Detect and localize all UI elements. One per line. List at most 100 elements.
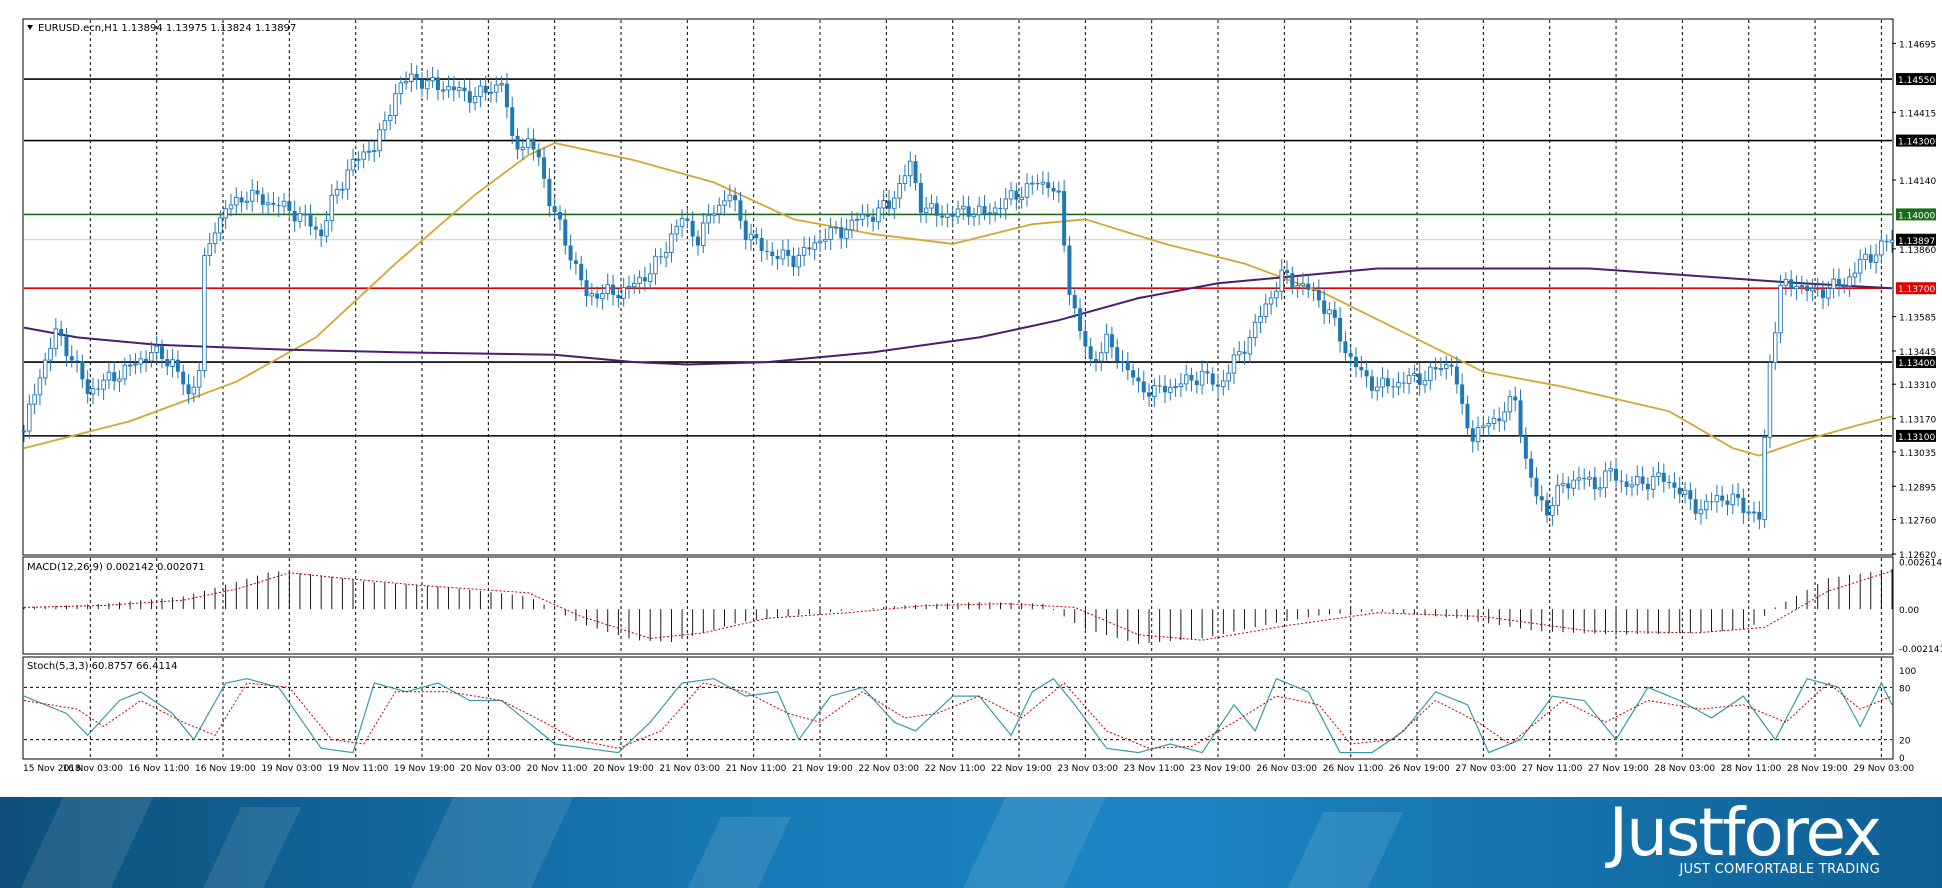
time-label: 29 Nov 03:00 [1853,764,1914,774]
candle-body-bear [1109,334,1114,348]
stoch-panel-frame [22,656,1894,760]
candle-body-bull [1486,422,1491,427]
candle-body-bull [1428,366,1433,381]
candle-body-bull [1263,303,1269,317]
candle-body-bear [584,280,589,297]
price-axis: 1.14550 1.14300 1.14000 1.13897 1.13700 1.134… [1892,40,1936,561]
macd-tick-label: 0.002614 [1899,559,1942,569]
macd-panel-frame [22,556,1894,655]
candle-body-bear [1216,384,1221,387]
time-label: 16 Nov 19:00 [195,764,256,774]
price-tick-label: 1.13310 [1899,381,1936,391]
candle-body-bull [1491,417,1497,424]
candle-body-bear [1120,361,1125,363]
candle-body-bull [340,188,345,191]
candle-body-bull [324,220,329,237]
candle-body-bear [483,85,488,93]
candle-body-bull [1794,285,1799,290]
horizontal-levels [24,78,1892,437]
candle-body-bear [414,74,419,80]
candle-body-bull [377,129,382,152]
candle-body-bull [748,233,754,241]
candle-body-bull [1279,269,1284,292]
candle-body-bull [669,233,674,253]
candle-body-bull [823,238,828,242]
stoch-tick-label: 100 [1899,667,1916,677]
candle-body-bear [913,161,918,183]
candle-body-bull [844,229,849,239]
time-label: 28 Nov 19:00 [1787,764,1848,774]
candle-body-bull [1475,427,1481,443]
candle-body-bull [1762,436,1767,521]
candle-body-bear [573,260,578,264]
candle-body-bear [1518,400,1523,437]
time-label: 19 Nov 11:00 [328,764,389,774]
level-label: 1.13400 [1898,359,1935,369]
price-tick-label: 1.13170 [1899,416,1936,426]
candle-body-bull [1852,272,1858,278]
moving-average-slow [23,267,1893,366]
candle-body-bear [616,294,621,299]
candle-body-bear [1285,270,1290,274]
candle-body-bull [1199,370,1205,386]
time-label: 16 Nov 11:00 [129,764,190,774]
candle-body-bear [1401,382,1406,384]
candle-body-bull [488,91,494,94]
moving-averages [23,142,1893,457]
candle-body-bear [1369,376,1374,391]
candle-body-bull [1183,374,1189,385]
candle-body-bull [1178,383,1184,387]
candle-body-bear [1720,495,1725,501]
candle-body-bear [1497,418,1502,422]
candle-body-bull [1863,253,1868,261]
candle-body-bull [350,158,356,171]
candle-body-bear [754,234,759,238]
candle-body-bear [144,358,149,362]
candle-body-bull [1443,364,1449,369]
stoch-tick-label: 80 [1899,684,1911,694]
candle-body-bear [260,194,265,205]
candle-body-bear [1051,188,1056,192]
footer-banner: Justforex JUST COMFORTABLE TRADING [0,797,1942,888]
moving-average-fast [23,142,1893,457]
brand-logo: Justforex [1608,797,1882,871]
candle-body-bear [1391,386,1396,388]
candle-body-bull [218,217,223,234]
candle-body-bull [1056,190,1062,193]
candle-body-bull [605,284,611,295]
candle-body-bull [1704,500,1709,511]
candle-body-bull [632,282,637,288]
candle-body-bear [775,256,780,259]
candle-body-bull [621,287,626,299]
candle-body-bear [159,346,164,359]
candle-body-bear [1205,371,1210,374]
candle-body-bear [1805,285,1810,291]
candle-body-bull [1152,385,1157,398]
candle-body-bull [828,226,833,240]
candle-body-bull [1024,183,1030,198]
collapse-triangle-icon[interactable] [27,25,33,30]
candle-body-bear [1062,191,1067,246]
candle-body-bull [971,214,977,218]
candle-body-bear [685,218,690,221]
candle-body-bear [1523,436,1528,459]
candle-body-bull [902,175,908,184]
candle-body-bear [1157,385,1162,387]
price-panel-frame [22,18,1894,556]
candle-body-bull [382,120,388,131]
candle-body-bear [1194,380,1199,386]
candle-body-bear [1338,317,1343,342]
candle-body-bull [626,286,632,289]
time-label: 26 Nov 11:00 [1323,764,1384,774]
candle-body-bull [345,169,350,190]
stoch-tick-label: 0 [1899,754,1905,764]
candle-body-bear [1672,482,1677,488]
candle-body-bull [1555,484,1560,506]
candle-body-bear [303,213,308,216]
candle-body-bear [563,219,568,246]
price-tick-label: 1.12760 [1899,517,1936,527]
candle-body-bull [122,364,128,380]
time-label: 26 Nov 03:00 [1256,764,1317,774]
